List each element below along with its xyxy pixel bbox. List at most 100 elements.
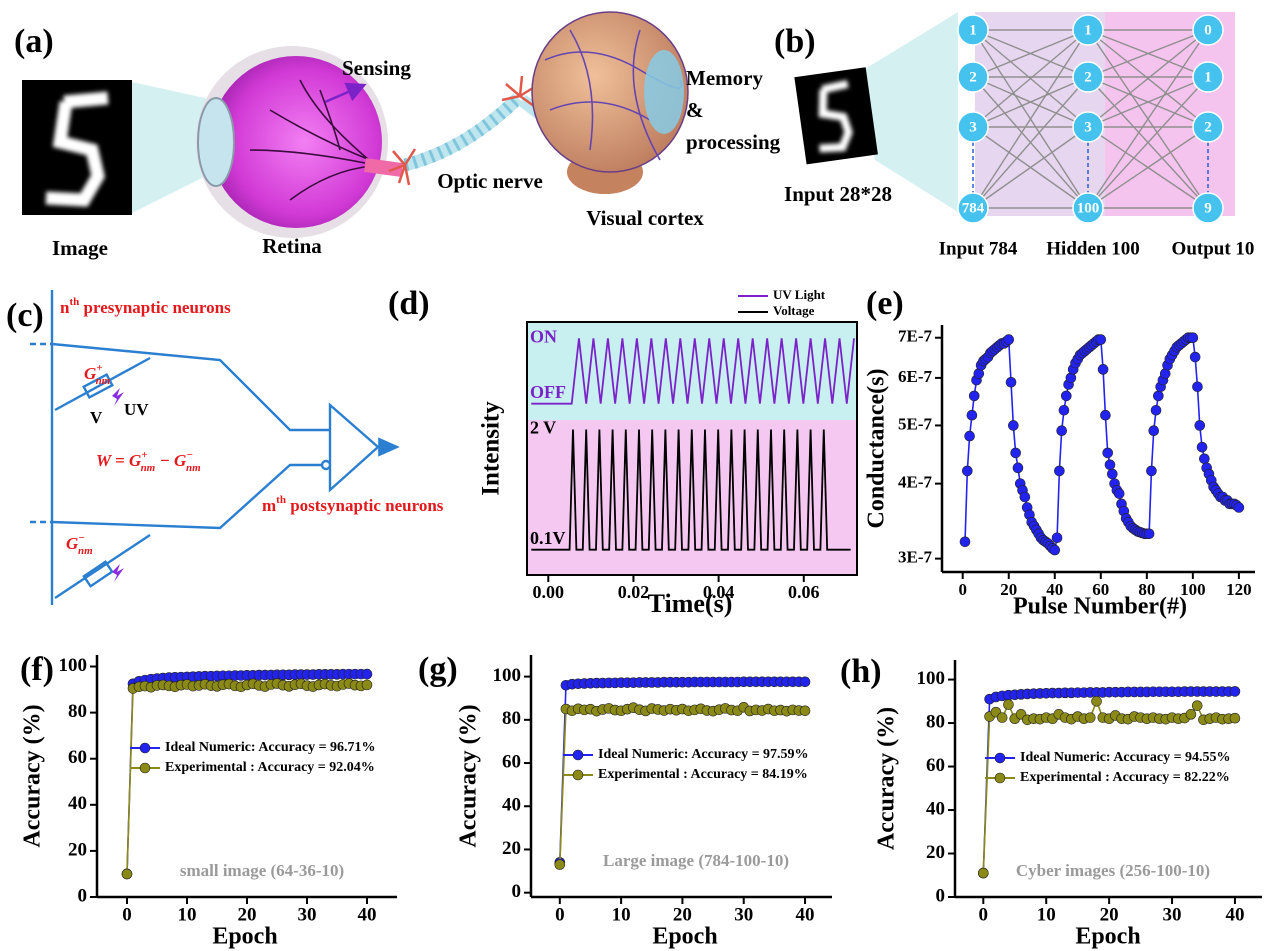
panel-label: (b)	[774, 23, 816, 60]
node-label: 0	[1204, 22, 1212, 38]
x-tick-label: 0.06	[788, 582, 820, 602]
node-label: 1	[969, 22, 977, 38]
data-point	[1107, 469, 1117, 479]
y-tick-label: 3E-7	[898, 548, 933, 567]
legend-marker	[995, 773, 1005, 783]
data-point	[1146, 466, 1156, 476]
data-point	[965, 431, 975, 441]
y-tick-label: 0	[78, 885, 88, 906]
data-point	[1011, 448, 1021, 458]
x-axis-title: Epoch	[652, 924, 717, 950]
y-tick-label: 60	[68, 747, 87, 768]
legend-label: Experimental : Accuracy = 92.04%	[165, 760, 375, 775]
x-tick-label: 30	[734, 904, 753, 925]
y-tick-label: 100	[493, 665, 522, 686]
postsynaptic-label: mth postsynaptic neurons	[262, 494, 444, 515]
g-plus-label: G+nm	[84, 362, 111, 387]
legend-marker	[573, 770, 583, 780]
data-point	[1197, 442, 1207, 452]
data-point	[1234, 502, 1244, 512]
level-label: OFF	[530, 382, 566, 402]
y-tick-label: 100	[59, 655, 88, 676]
y-axis-title: Intensity	[478, 401, 505, 496]
x-tick-label: 20	[673, 904, 692, 925]
y-axis-title: Accuracy (%)	[20, 704, 46, 847]
data-point	[969, 391, 979, 401]
legend-label: Ideal Numeric: Accuracy = 97.59%	[598, 747, 809, 762]
legend-marker	[140, 763, 150, 773]
data-point	[1192, 382, 1202, 392]
data-point	[362, 669, 372, 679]
data-point	[997, 713, 1007, 723]
data-point	[1085, 713, 1095, 723]
annotation: Cyber images (256-100-10)	[1016, 861, 1210, 880]
data-point	[800, 706, 810, 716]
layer-label: Input 784	[939, 238, 1018, 259]
x-tick-label: 0	[555, 904, 565, 925]
x-tick-label: 0	[958, 580, 967, 599]
node-label: 784	[962, 200, 985, 216]
memory-label: processing	[686, 130, 781, 154]
sensing-label: Sensing	[342, 56, 411, 80]
y-tick-label: 100	[917, 668, 946, 689]
x-tick-label: 10	[1037, 904, 1056, 925]
y-tick-label: 80	[68, 701, 87, 722]
data-point	[1199, 454, 1209, 464]
data-point	[1098, 364, 1108, 374]
x-tick-label: 10	[612, 904, 631, 925]
y-tick-label: 80	[926, 711, 945, 732]
node-label: 3	[969, 119, 977, 135]
optic-nerve-label: Optic nerve	[437, 169, 543, 193]
y-tick-label: 40	[502, 795, 521, 816]
series-line	[983, 701, 1235, 873]
data-point	[1059, 405, 1069, 415]
y-tick-label: 20	[68, 839, 87, 860]
y-tick-label: 4E-7	[898, 473, 933, 492]
data-point	[1006, 377, 1016, 387]
data-point	[800, 677, 810, 687]
y-tick-label: 80	[502, 708, 521, 729]
series-line	[560, 707, 805, 864]
x-tick-label: 40	[1225, 904, 1244, 925]
data-point	[1052, 533, 1062, 543]
y-tick-label: 6E-7	[898, 367, 933, 386]
data-point	[1230, 686, 1240, 696]
legend-marker	[995, 753, 1005, 763]
panel-label: (h)	[840, 653, 882, 690]
node-label: 9	[1204, 200, 1212, 216]
x-axis-title: Epoch	[212, 924, 277, 950]
panel-c: (c) nth presynaptic neurons G+nm G−nm V …	[6, 290, 444, 605]
data-point	[1020, 492, 1030, 502]
eye-lens	[198, 98, 234, 186]
eye-retina	[210, 56, 382, 228]
layer-label: Hidden 100	[1046, 238, 1139, 259]
legend-label: Ideal Numeric: Accuracy = 94.55%	[1020, 750, 1231, 765]
data-point	[1103, 448, 1113, 458]
x-axis-title: Epoch	[1075, 924, 1140, 950]
panel-label: (c)	[6, 297, 44, 334]
data-point	[1186, 709, 1196, 719]
weight-equation: W = G+nm − G−nm	[96, 449, 201, 474]
node-label: 3	[1084, 119, 1092, 135]
x-axis-title: Time(s)	[648, 589, 733, 618]
panel-label: (e)	[866, 285, 904, 322]
visual-cortex-label: Visual cortex	[586, 206, 704, 230]
level-label: ON	[530, 326, 557, 346]
y-tick-label: 60	[926, 755, 945, 776]
data-point	[1230, 713, 1240, 723]
level-label: 0.1V	[530, 528, 566, 548]
panel-a: (a) Sensing Image Retina Optic nerve Vis…	[14, 12, 781, 260]
data-point	[1057, 426, 1067, 436]
x-tick-label: 0	[979, 904, 989, 925]
y-tick-label: 40	[68, 793, 87, 814]
data-point	[1096, 335, 1106, 345]
y-tick-label: 20	[502, 838, 521, 859]
x-tick-label: 10	[178, 904, 197, 925]
data-point	[1061, 391, 1071, 401]
legend-marker	[573, 750, 583, 760]
layer-label: Output 10	[1172, 238, 1255, 259]
legend-label: Ideal Numeric: Accuracy = 96.71%	[165, 740, 376, 755]
data-point	[1151, 405, 1161, 415]
x-tick-label: 40	[358, 904, 377, 925]
